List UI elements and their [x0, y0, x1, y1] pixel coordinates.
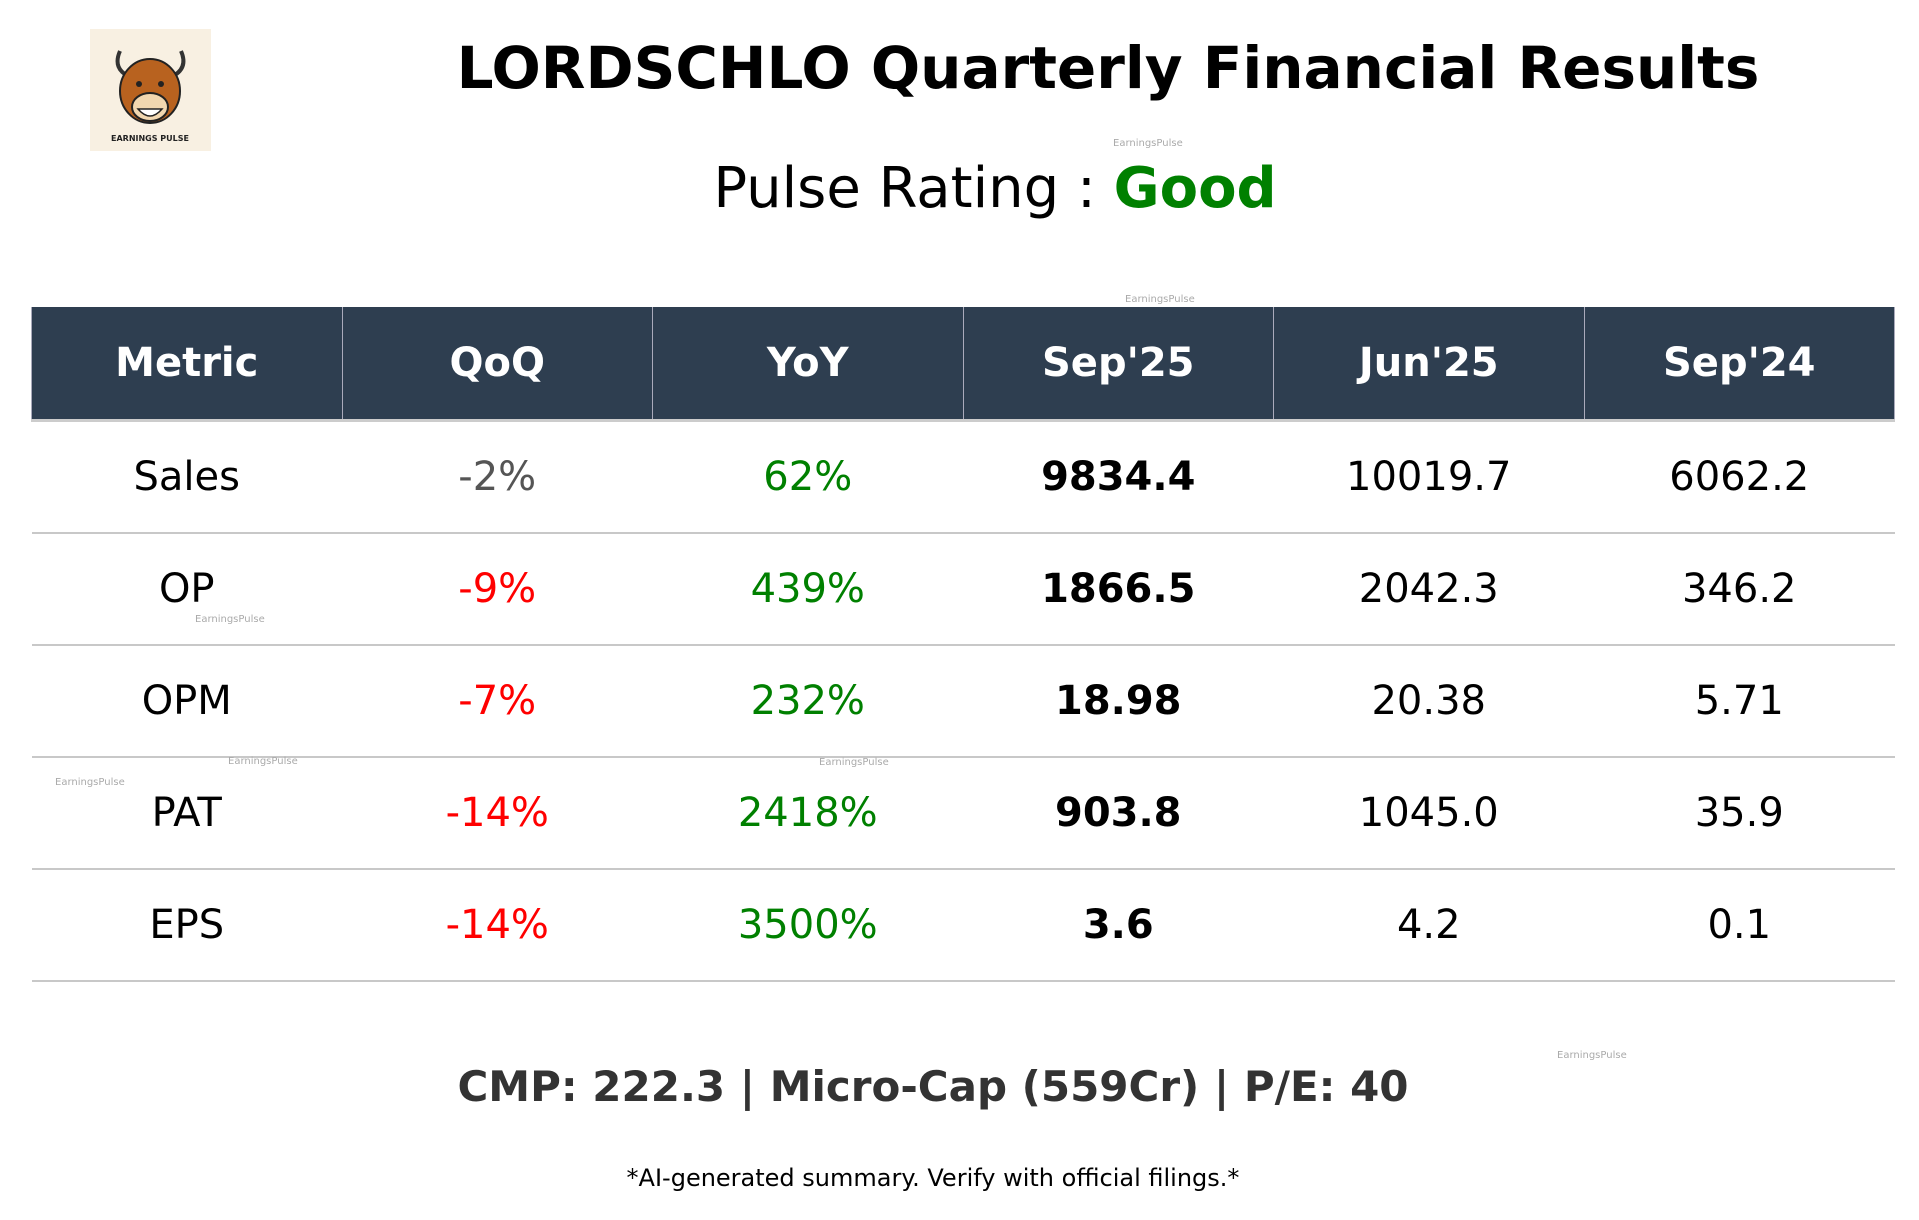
sep24-cell: 6062.2 — [1584, 420, 1895, 534]
jun25-cell: 2042.3 — [1273, 533, 1584, 646]
column-header: Metric — [31, 307, 343, 422]
metric-cell: EPS — [31, 869, 342, 982]
table-header-row: Metric QoQ YoY Sep'25 Jun'25 Sep'24 — [31, 307, 1895, 422]
sep24-cell: 0.1 — [1584, 869, 1895, 982]
sep24-cell: 5.71 — [1584, 645, 1895, 758]
pulse-rating-value: Good — [1113, 156, 1277, 221]
watermark: EarningsPulse — [1125, 294, 1195, 305]
metric-cell: Sales — [31, 420, 342, 534]
table-row: PAT -14% 2418% 903.8 1045.0 35.9 — [31, 757, 1895, 870]
jun25-cell: 10019.7 — [1273, 420, 1584, 534]
table-row: OP -9% 439% 1866.5 2042.3 346.2 — [31, 533, 1895, 646]
metric-cell: OPM — [31, 645, 342, 758]
yoy-cell: 439% — [652, 533, 963, 646]
sep24-cell: 35.9 — [1584, 757, 1895, 870]
column-header: Sep'24 — [1583, 307, 1895, 422]
sep25-cell: 903.8 — [963, 757, 1274, 870]
watermark: EarningsPulse — [195, 614, 265, 625]
watermark: EarningsPulse — [55, 777, 125, 788]
yoy-cell: 232% — [652, 645, 963, 758]
qoq-cell: -14% — [342, 757, 653, 870]
yoy-cell: 3500% — [652, 869, 963, 982]
column-header: Jun'25 — [1273, 307, 1585, 422]
pulse-rating-label: Pulse Rating : — [713, 156, 1114, 221]
metric-cell: OP — [31, 533, 342, 646]
jun25-cell: 20.38 — [1273, 645, 1584, 758]
column-header: QoQ — [341, 307, 653, 422]
qoq-cell: -9% — [342, 533, 653, 646]
sep25-cell: 3.6 — [963, 869, 1274, 982]
sep24-cell: 346.2 — [1584, 533, 1895, 646]
column-header: Sep'25 — [962, 307, 1274, 422]
sep25-cell: 18.98 — [963, 645, 1274, 758]
yoy-cell: 2418% — [652, 757, 963, 870]
jun25-cell: 4.2 — [1273, 869, 1584, 982]
yoy-cell: 62% — [652, 420, 963, 534]
earnings-pulse-logo: EARNINGS PULSE — [90, 29, 211, 151]
page-title: LORDSCHLO Quarterly Financial Results — [456, 34, 1760, 102]
bull-logo-icon: EARNINGS PULSE — [111, 50, 189, 143]
results-table: Metric QoQ YoY Sep'25 Jun'25 Sep'24 Sale… — [31, 307, 1895, 982]
sep25-cell: 9834.4 — [963, 420, 1274, 534]
pulse-rating: Pulse Rating : Good — [0, 156, 1919, 221]
valuation-summary: CMP: 222.3 | Micro-Cap (559Cr) | P/E: 40 — [457, 1062, 1409, 1111]
qoq-cell: -7% — [342, 645, 653, 758]
table-row: OPM -7% 232% 18.98 20.38 5.71 — [31, 645, 1895, 758]
table-row: Sales -2% 62% 9834.4 10019.7 6062.2 — [31, 420, 1895, 534]
jun25-cell: 1045.0 — [1273, 757, 1584, 870]
qoq-cell: -2% — [342, 420, 653, 534]
watermark: EarningsPulse — [819, 757, 889, 768]
disclaimer: *AI-generated summary. Verify with offic… — [626, 1164, 1240, 1192]
column-header: YoY — [652, 307, 964, 422]
svg-text:EARNINGS PULSE: EARNINGS PULSE — [111, 134, 189, 143]
watermark: EarningsPulse — [1557, 1050, 1627, 1061]
watermark: EarningsPulse — [228, 756, 298, 767]
qoq-cell: -14% — [342, 869, 653, 982]
metric-cell: PAT — [31, 757, 342, 870]
sep25-cell: 1866.5 — [963, 533, 1274, 646]
table-row: EPS -14% 3500% 3.6 4.2 0.1 — [31, 869, 1895, 982]
watermark: EarningsPulse — [1113, 138, 1183, 149]
